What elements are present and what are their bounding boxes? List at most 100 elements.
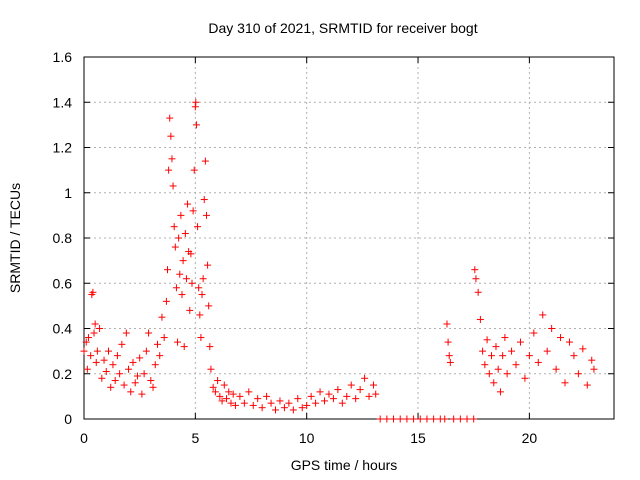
- data-point: [202, 211, 210, 219]
- data-point: [214, 377, 222, 385]
- data-point: [307, 392, 315, 400]
- x-axis-ticks: 0 5 10 15 20: [80, 57, 537, 446]
- data-point: [356, 386, 364, 394]
- data-point: [122, 329, 130, 337]
- data-point: [369, 381, 377, 389]
- data-point: [93, 347, 101, 355]
- data-point: [525, 352, 533, 360]
- data-point: [258, 404, 266, 412]
- data-point: [501, 334, 509, 342]
- data-point: [197, 334, 205, 342]
- data-point: [220, 381, 228, 389]
- data-point: [272, 406, 280, 414]
- chart-title: Day 310 of 2021, SRMTID for receiver bog…: [208, 20, 477, 36]
- data-point: [166, 114, 174, 122]
- data-point: [198, 291, 206, 299]
- data-point: [470, 415, 478, 423]
- data-point: [410, 415, 418, 423]
- data-point: [530, 329, 538, 337]
- data-point: [207, 365, 215, 373]
- data-point: [539, 311, 547, 319]
- data-point: [503, 370, 511, 378]
- data-point: [416, 415, 424, 423]
- data-point: [164, 266, 172, 274]
- data-point: [365, 392, 373, 400]
- data-point: [316, 388, 324, 396]
- x-axis-title: GPS time / hours: [291, 457, 398, 473]
- data-point: [557, 334, 565, 342]
- x-tick-label: 10: [299, 430, 315, 446]
- data-point: [175, 234, 183, 242]
- data-point: [446, 358, 454, 366]
- data-point: [216, 392, 224, 400]
- y-axis-ticks: 0 0.2 0.4 0.6 0.8 1 1.2 1.4 1.6: [53, 49, 614, 427]
- data-point: [181, 229, 189, 237]
- x-tick-label: 0: [80, 430, 88, 446]
- data-point: [102, 367, 110, 375]
- data-point: [206, 343, 214, 351]
- data-point: [450, 415, 458, 423]
- data-point: [125, 365, 133, 373]
- y-tick-label: 1: [64, 185, 72, 201]
- data-point: [441, 415, 449, 423]
- data-point: [298, 404, 306, 412]
- data-point: [188, 279, 196, 287]
- data-point: [245, 388, 253, 396]
- data-point: [508, 347, 516, 355]
- data-point: [267, 399, 275, 407]
- data-point: [131, 379, 139, 387]
- data-point: [372, 390, 380, 398]
- data-point: [172, 284, 180, 292]
- data-point: [104, 347, 112, 355]
- data-point: [116, 370, 124, 378]
- y-tick-label: 1.6: [53, 49, 73, 65]
- data-point: [189, 207, 197, 215]
- data-point: [334, 386, 342, 394]
- data-point: [158, 313, 166, 321]
- data-point: [169, 182, 177, 190]
- data-point: [534, 358, 542, 366]
- data-point: [80, 347, 88, 355]
- data-point: [90, 329, 98, 337]
- data-point: [280, 404, 288, 412]
- y-tick-label: 0.4: [53, 321, 73, 337]
- data-point: [176, 270, 184, 278]
- data-point: [205, 302, 213, 310]
- data-point: [170, 223, 178, 231]
- data-point: [488, 352, 496, 360]
- y-tick-label: 0: [64, 411, 72, 427]
- data-point: [463, 415, 471, 423]
- data-point: [186, 306, 194, 314]
- data-point: [91, 320, 99, 328]
- data-point: [490, 379, 498, 387]
- data-point: [167, 132, 175, 140]
- data-point: [579, 345, 587, 353]
- data-point: [194, 223, 202, 231]
- data-point: [149, 383, 157, 391]
- data-point: [445, 352, 453, 360]
- data-point: [177, 211, 185, 219]
- data-point: [147, 377, 155, 385]
- y-tick-label: 0.2: [53, 366, 73, 382]
- data-point: [192, 98, 200, 106]
- data-point: [179, 257, 187, 265]
- data-point: [390, 415, 398, 423]
- data-point: [196, 311, 204, 319]
- data-point: [109, 361, 117, 369]
- data-point: [476, 315, 484, 323]
- data-point: [481, 361, 489, 369]
- data-point: [312, 399, 320, 407]
- data-point: [276, 397, 284, 405]
- data-point: [343, 392, 351, 400]
- data-point: [165, 166, 173, 174]
- data-point: [136, 354, 144, 362]
- data-point: [229, 390, 237, 398]
- data-point: [588, 356, 596, 364]
- data-point: [496, 388, 504, 396]
- data-point: [347, 381, 355, 389]
- x-tick-label: 20: [522, 430, 538, 446]
- data-point: [204, 261, 212, 269]
- data-point: [338, 399, 346, 407]
- data-point: [583, 381, 591, 389]
- data-point: [200, 196, 208, 204]
